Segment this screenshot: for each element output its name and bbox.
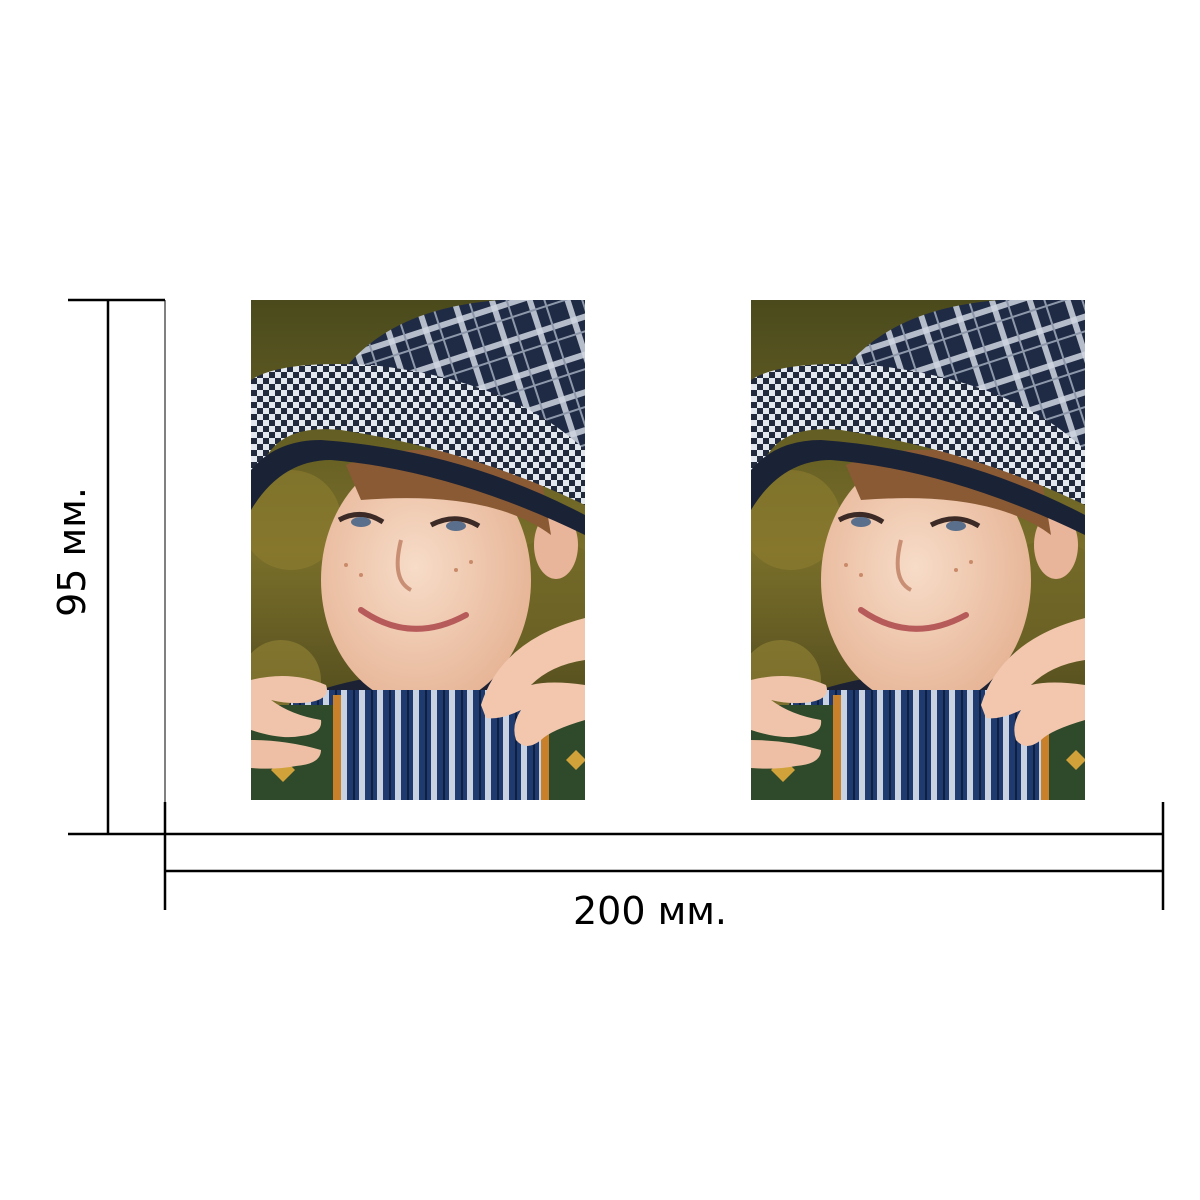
width-dimension — [163, 802, 1165, 910]
height-dimension — [68, 298, 166, 836]
photo-left — [241, 300, 611, 800]
photo-right — [741, 300, 1111, 800]
width-label: 200 мм. — [573, 889, 727, 933]
height-label: 95 мм. — [50, 487, 94, 617]
